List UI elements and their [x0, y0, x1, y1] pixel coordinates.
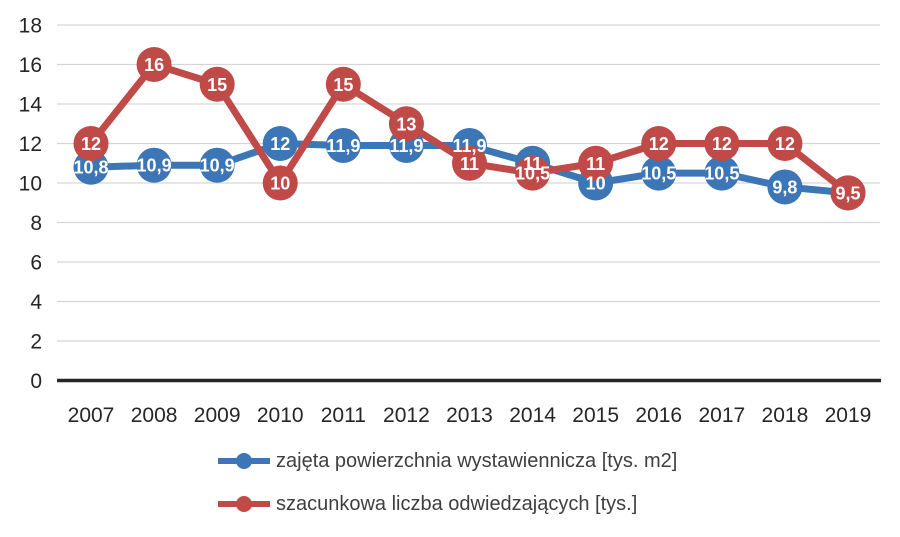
- data-point-marker: [767, 126, 803, 161]
- data-point-marker: [704, 155, 740, 191]
- data-point-label: 12: [270, 134, 290, 154]
- data-point-label: 12: [649, 134, 669, 154]
- x-tick-label: 2019: [825, 404, 872, 427]
- data-point-label: 10: [586, 174, 606, 194]
- data-point-marker: [73, 126, 109, 161]
- y-tick-label: 2: [30, 331, 42, 354]
- data-point-marker: [199, 66, 235, 102]
- data-point-marker: [641, 155, 677, 191]
- x-tick-label: 2018: [762, 404, 809, 427]
- legend-marker-blue-icon: [218, 453, 270, 469]
- legend-item-exhibition-space: zajęta powierzchnia wystawiennicza [tys.…: [217, 448, 677, 474]
- data-point-marker: [262, 126, 298, 161]
- data-point-label: 11: [460, 154, 479, 174]
- x-tick-label: 2013: [446, 404, 493, 427]
- data-point-label: 10,5: [641, 164, 676, 184]
- x-tick-label: 2010: [257, 404, 304, 427]
- legend-label-visitors: szacunkowa liczba odwiedzających [tys.]: [276, 492, 638, 515]
- data-point-marker: [199, 147, 235, 183]
- y-tick-label: 10: [19, 173, 42, 196]
- y-tick-label: 4: [30, 291, 42, 314]
- data-point-label: 11,9: [452, 136, 486, 156]
- data-point-marker: [325, 127, 361, 163]
- y-tick-label: 12: [19, 133, 42, 156]
- data-point-label: 12: [775, 134, 795, 154]
- chart-legend: zajęta powierzchnia wystawiennicza [tys.…: [217, 448, 677, 517]
- data-point-marker: [451, 145, 487, 181]
- x-tick-label: 2015: [572, 404, 619, 427]
- y-tick-label: 16: [19, 54, 42, 77]
- x-tick-label: 2016: [635, 404, 682, 427]
- y-tick-label: 14: [19, 94, 43, 117]
- legend-label-exhibition-space: zajęta powierzchnia wystawiennicza [tys.…: [276, 449, 678, 472]
- x-tick-label: 2011: [321, 404, 366, 427]
- data-point-marker: [515, 155, 551, 191]
- legend-item-visitors: szacunkowa liczba odwiedzających [tys.]: [217, 491, 677, 517]
- y-tick-label: 6: [30, 252, 42, 275]
- data-point-label: 12: [712, 134, 732, 154]
- data-point-label: 11,9: [326, 136, 360, 156]
- data-point-label: 16: [144, 55, 164, 75]
- data-point-label: 10,5: [515, 164, 550, 184]
- data-point-marker: [767, 169, 803, 205]
- data-point-marker: [325, 66, 361, 102]
- data-point-marker: [262, 165, 298, 201]
- x-tick-label: 2014: [509, 404, 556, 427]
- data-point-label: 11,9: [389, 136, 423, 156]
- data-point-label: 11: [586, 154, 605, 174]
- data-point-label: 10,5: [704, 164, 739, 184]
- data-point-label: 9,5: [835, 183, 860, 203]
- x-tick-label: 2007: [68, 404, 115, 427]
- x-tick-label: 2017: [698, 404, 745, 427]
- data-point-marker: [578, 145, 614, 181]
- data-point-label: 15: [333, 75, 353, 95]
- data-point-label: 15: [207, 75, 227, 95]
- data-point-label: 9,8: [772, 177, 797, 197]
- data-point-label: 13: [396, 114, 416, 134]
- data-point-marker: [704, 126, 740, 161]
- y-tick-label: 8: [30, 212, 42, 235]
- legend-marker-red-icon: [218, 496, 270, 512]
- data-point-marker: [641, 126, 677, 161]
- data-point-label: 10,9: [200, 156, 235, 176]
- x-tick-label: 2008: [131, 404, 178, 427]
- data-point-label: 11: [523, 154, 542, 174]
- x-tick-label: 2009: [194, 404, 241, 427]
- data-point-marker: [388, 106, 424, 142]
- x-tick-label: 2012: [383, 404, 430, 427]
- data-point-marker: [136, 147, 172, 183]
- data-point-marker: [830, 175, 866, 211]
- y-tick-label: 18: [19, 15, 42, 38]
- data-point-label: 10: [270, 174, 290, 194]
- line-chart-plot: 0 2 4 6 8 10 12 14 16 18 2007 2008 2009 2010 2011 2012 2…: [19, 15, 881, 427]
- data-point-label: 12: [81, 134, 101, 154]
- data-point-marker: [136, 47, 172, 82]
- data-point-label: 10,8: [73, 158, 108, 178]
- data-point-label: 10,9: [137, 156, 172, 176]
- y-tick-label: 0: [30, 370, 42, 393]
